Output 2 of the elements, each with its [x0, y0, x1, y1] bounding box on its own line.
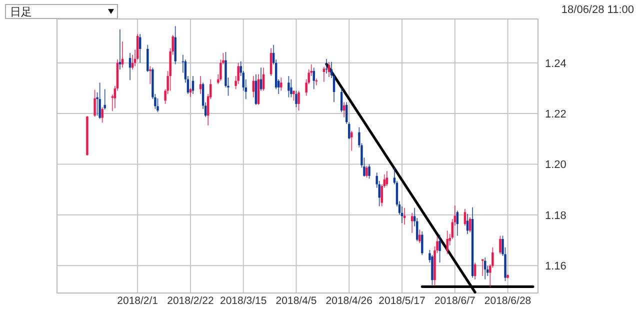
- annotation: 18/06/28 11:00: [561, 4, 634, 16]
- annotation: 日足: [10, 6, 32, 18]
